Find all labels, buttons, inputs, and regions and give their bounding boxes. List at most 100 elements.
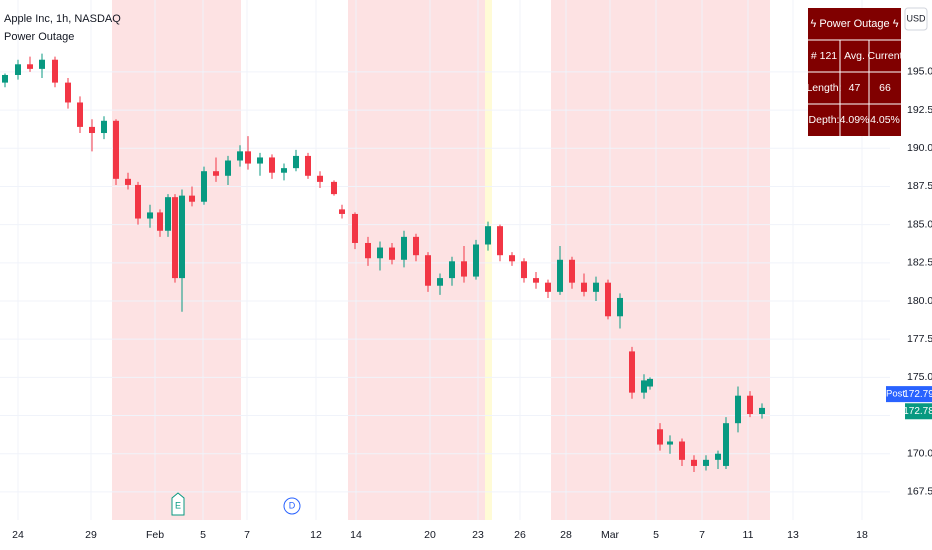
candle-body [89,126,95,134]
candle-body [389,247,395,260]
candle-body [125,178,131,185]
x-tick-label: 24 [12,529,24,541]
candle-body [557,259,563,292]
x-tick-label: 28 [560,529,572,541]
x-tick-label: 20 [424,529,436,541]
candle-body [667,441,673,445]
candle-body [281,168,287,173]
candle-body [317,175,323,182]
x-tick-label: 7 [699,529,705,541]
candle-body [352,213,358,243]
candle-body [101,120,107,134]
candle-body [172,197,178,279]
candle-body [237,151,243,161]
x-tick-label: 23 [472,529,484,541]
candle-body [703,459,709,466]
price-tag-name [886,386,905,403]
y-tick-label: 180.00 [907,295,932,307]
candle-body [305,155,311,176]
x-tick-label: 18 [856,529,868,541]
x-tick-label: 7 [244,529,250,541]
price-tag-name-text: Post [886,389,905,400]
candle-body [593,282,599,292]
table-cell: Avg. [844,50,865,62]
candle-body [735,395,741,424]
candle-body [747,395,753,415]
candle-body [39,59,45,69]
x-tick-label: 29 [85,529,97,541]
candle-body [157,212,163,231]
table-title: ϟ Power Outage ϟ [810,18,898,30]
currency[interactable]: USD [906,13,926,23]
x-tick-label: Feb [146,529,164,541]
y-tick-label: 170.00 [907,448,932,460]
candle-body [189,195,195,202]
table-cell: Depth: [809,114,840,126]
candle-body [715,453,721,460]
candle-body [225,160,231,176]
candle-body [147,212,153,219]
candle-body [331,181,337,195]
x-tick-label: Mar [601,529,620,541]
table-cell: 4.09% [840,114,870,126]
table-cell: Length: [806,82,841,94]
candle-body [269,157,275,173]
candle-body [201,171,207,202]
candle-body [545,282,551,292]
y-tick-label: 177.50 [907,333,932,345]
currency-box[interactable] [904,7,928,31]
y-tick-label: 167.50 [907,486,932,498]
price-tag [905,386,932,403]
candle-body [213,171,219,176]
candle-body [15,64,21,75]
candle-body [425,255,431,286]
candle-body [521,261,527,279]
candle-body [135,184,141,219]
y-tick-label: 187.50 [907,180,932,192]
price-tag-text: 172.78 [903,406,932,417]
candle-body [657,429,663,445]
price-tag-text: 172.79 [903,389,932,400]
event-label: D [289,500,296,510]
candle-body [245,151,251,164]
candle-body [679,441,685,460]
candle-body [365,242,371,259]
candle-body [165,197,171,231]
event-label: E [175,500,181,510]
candle-body [647,378,653,387]
candles [2,53,765,473]
candle-body [339,209,345,214]
candle-body [413,236,419,256]
candle-body [461,261,467,277]
candle-body [497,226,503,256]
x-tick-label: 26 [514,529,526,541]
candle-body [113,120,119,179]
y-tick-label: 185.00 [907,218,932,230]
candle-body [293,155,299,169]
candle-body [629,351,635,393]
x-tick-label: 12 [310,529,322,541]
candle-body [569,259,575,283]
y-tick-label: 195.00 [907,66,932,78]
candle-body [52,59,58,83]
y-tick-label: 192.50 [907,104,932,116]
x-tick-label: 11 [743,529,754,541]
candle-body [257,157,263,164]
price-tag [905,403,932,420]
table-cell: Current [867,50,902,62]
table-cell: 4.05% [870,114,900,126]
candle-body [473,244,479,277]
candle-body [759,407,765,415]
table-cell: # 121 [811,50,837,62]
candle-body [533,278,539,283]
candle-body [723,423,729,466]
event-marker [283,497,301,515]
indicator-name: Power Outage [4,31,74,43]
table-cell: 47 [849,82,861,94]
candle-body [449,261,455,279]
x-tick-label: 5 [200,529,206,541]
x-tick-label: 5 [653,529,659,541]
table-cell: 66 [879,82,891,94]
candle-body [437,278,443,286]
candle-body [401,236,407,260]
